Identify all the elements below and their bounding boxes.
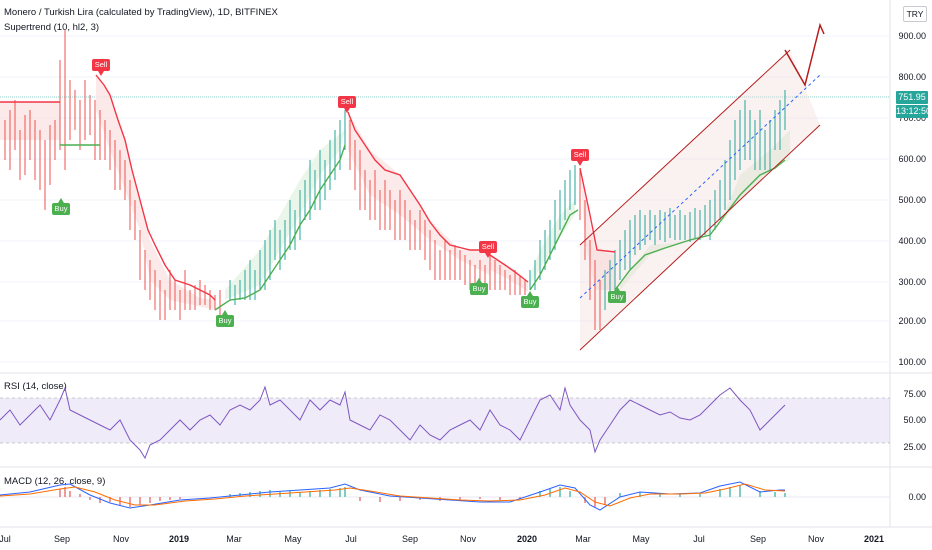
rsi-legend[interactable]: RSI (14, close) (4, 381, 67, 392)
supertrend-down-line-4 (489, 254, 529, 283)
time-tick[interactable]: Nov (459, 534, 476, 544)
buy-label-2: Buy (218, 316, 232, 325)
rsi-line (0, 385, 786, 460)
supertrend-up-fill-3 (620, 130, 790, 290)
buy-marker-1 (52, 198, 70, 215)
time-tick[interactable]: 2019 (168, 534, 190, 544)
price-tick[interactable]: 200.00 (898, 316, 926, 326)
time-tick[interactable]: Jul (0, 534, 11, 544)
time-tick[interactable]: Mar (575, 534, 591, 544)
rsi-band (0, 398, 890, 443)
supertrend-up-line-2 (214, 144, 346, 311)
time-tick[interactable]: Nov (807, 534, 824, 544)
sell-label-1: Sell (94, 60, 108, 69)
price-tick[interactable]: 700.00 (898, 113, 926, 123)
supertrend-legend[interactable]: Supertrend (10, hl2, 3) (4, 22, 100, 33)
buy-label-3: Buy (472, 284, 486, 293)
sell-marker-4 (571, 149, 589, 166)
buy-label-5: Buy (610, 292, 624, 301)
price-tick[interactable]: 500.00 (898, 195, 926, 205)
channel-lower-line (579, 124, 821, 351)
time-tick[interactable]: Sep (53, 534, 70, 544)
symbol-title[interactable]: Monero / Turkish Lira (calculated by Tra… (4, 7, 278, 18)
sell-marker-1 (92, 59, 110, 76)
supertrend-down-fill-5 (580, 168, 615, 290)
price-tick[interactable]: 400.00 (898, 236, 926, 246)
price-tick[interactable]: 100.00 (898, 357, 926, 367)
time-tick[interactable]: Sep (749, 534, 766, 544)
time-tick[interactable]: Sep (401, 534, 418, 544)
macd-legend[interactable]: MACD (12, 26, close, 9) (4, 476, 106, 487)
macd-line (0, 481, 785, 511)
rsi-tick[interactable]: 50.00 (903, 415, 926, 425)
supertrend-down-fill-2 (96, 75, 215, 310)
candles (4, 30, 786, 330)
rsi-tick[interactable]: 25.00 (903, 442, 926, 452)
projection-arrow (784, 22, 825, 87)
supertrend-down-line-2 (95, 74, 216, 301)
supertrend-up-line-3 (529, 209, 579, 291)
time-tick[interactable]: 2021 (863, 534, 885, 544)
supertrend-up-fill-2 (530, 200, 575, 285)
currency-button[interactable]: TRY (903, 6, 927, 22)
supertrend-down-fill-4 (490, 255, 528, 292)
buy-marker-3 (470, 278, 488, 295)
sell-label-2: Sell (340, 97, 354, 106)
buy-label-4: Buy (523, 297, 537, 306)
price-tick[interactable]: 600.00 (898, 154, 926, 164)
time-tick[interactable]: Jul (693, 534, 705, 544)
buy-marker-5 (608, 286, 626, 303)
macd-tick[interactable]: 0.00 (908, 492, 926, 502)
time-tick[interactable]: 2020 (516, 534, 538, 544)
time-tick[interactable]: Mar (226, 534, 242, 544)
supertrend-up-fill-1 (225, 130, 345, 300)
sell-label-4: Sell (573, 150, 587, 159)
channel-upper-line (579, 49, 791, 246)
sell-marker-3 (479, 241, 497, 258)
time-tick[interactable]: Nov (112, 534, 129, 544)
countdown-tag: 13:12:50 (896, 105, 932, 118)
supertrend-down-fill-3 (348, 112, 490, 275)
buy-label-1: Buy (54, 204, 68, 213)
time-tick[interactable]: May (284, 534, 302, 544)
rsi-tick[interactable]: 75.00 (903, 389, 926, 399)
macd-histogram (59, 485, 786, 507)
price-tick[interactable]: 800.00 (898, 72, 926, 82)
buy-marker-4 (521, 291, 539, 308)
channel-median-line (579, 74, 821, 299)
time-tick[interactable]: Jul (345, 534, 357, 544)
sell-label-3: Sell (481, 242, 495, 251)
buy-marker-2 (216, 310, 234, 327)
supertrend-down-line-3 (347, 111, 490, 251)
price-tick[interactable]: 900.00 (898, 31, 926, 41)
sell-marker-2 (338, 96, 356, 113)
last-price-tag: 751.95 (896, 91, 928, 104)
supertrend-up-line-4 (614, 159, 786, 291)
time-tick[interactable]: May (632, 534, 650, 544)
macd-signal-line (0, 483, 786, 507)
price-tick[interactable]: 300.00 (898, 277, 926, 287)
